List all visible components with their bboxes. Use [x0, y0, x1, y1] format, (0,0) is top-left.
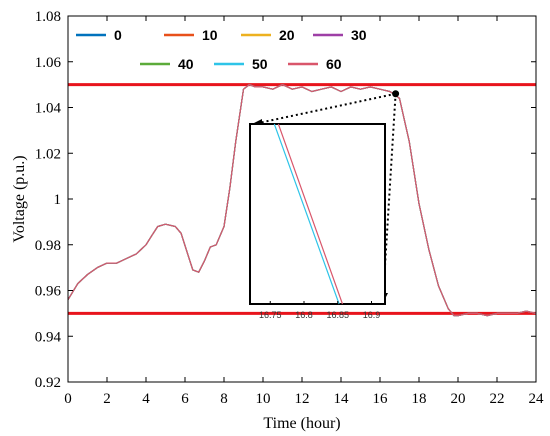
legend-label-40: 40 — [178, 56, 194, 72]
series-line-60 — [67, 83, 537, 317]
x-tick-label: 20 — [451, 391, 466, 407]
inset-series-line-60 — [277, 123, 344, 305]
y-tick-label: 0.96 — [35, 284, 62, 300]
y-tick-label: 1.08 — [35, 9, 61, 25]
y-tick-label: 0.98 — [35, 238, 61, 254]
inset-series-line-50 — [273, 123, 340, 305]
y-tick-label: 1.02 — [35, 146, 61, 162]
legend-label-0: 0 — [114, 27, 122, 43]
x-tick-label: 24 — [529, 391, 545, 407]
legend-label-60: 60 — [326, 56, 342, 72]
x-tick-label: 8 — [220, 391, 228, 407]
x-tick-label: 12 — [295, 391, 310, 407]
x-tick-label: 4 — [142, 391, 150, 407]
y-tick-label: 1.04 — [35, 101, 62, 117]
legend-label-50: 50 — [252, 56, 268, 72]
x-tick-label: 0 — [64, 391, 72, 407]
inset-x-tick-label: 16.8 — [295, 310, 313, 320]
x-tick-label: 14 — [334, 391, 350, 407]
y-tick-label: 0.92 — [35, 375, 61, 391]
inset-frame — [249, 123, 386, 305]
y-tick-label: 1 — [54, 192, 62, 208]
inset-x-tick-label: 16.9 — [363, 310, 381, 320]
y-tick-label: 0.94 — [35, 329, 62, 345]
zoom-inset: 16.75 16.8 16.85 16.9 — [249, 123, 386, 320]
y-axis-title: Voltage (p.u.) — [11, 155, 28, 242]
inset-x-tick-label: 16.85 — [326, 310, 349, 320]
y-axis-ticks: 0.92 0.94 0.96 0.98 1 1.02 1.04 1.06 1.08 — [35, 9, 536, 391]
x-tick-label: 22 — [490, 391, 505, 407]
x-tick-label: 2 — [103, 391, 111, 407]
zoom-connector-line — [253, 92, 396, 125]
zoom-marker-dot — [392, 90, 400, 98]
x-axis-title: Time (hour) — [263, 415, 340, 432]
legend-label-30: 30 — [351, 27, 367, 43]
x-tick-label: 18 — [412, 391, 427, 407]
x-tick-label: 16 — [373, 391, 389, 407]
x-tick-label: 6 — [181, 391, 189, 407]
legend-label-20: 20 — [279, 27, 295, 43]
limit-lines — [68, 83, 536, 315]
y-tick-label: 1.06 — [35, 55, 62, 71]
x-axis-ticks: 0 2 4 6 8 10 12 14 16 18 20 22 24 — [64, 16, 544, 407]
legend: 0 10 20 30 40 50 60 — [76, 27, 367, 72]
legend-label-10: 10 — [202, 27, 218, 43]
series-lines — [67, 83, 537, 317]
inset-x-tick-label: 16.75 — [259, 310, 282, 320]
x-tick-label: 10 — [256, 391, 271, 407]
